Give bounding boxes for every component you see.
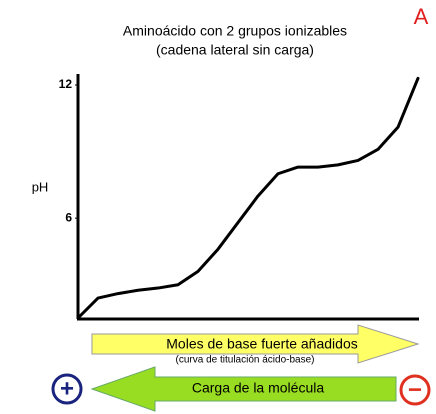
positive-icon (51, 373, 83, 405)
charge-arrow (90, 366, 397, 412)
y-axis-label: pH (32, 179, 49, 194)
y-tick-label: 6 (65, 210, 72, 224)
x-axis-sublabel: (curva de titulación ácido-base) (176, 355, 315, 366)
y-tick-label: 12 (59, 77, 73, 91)
x-arrow (91, 324, 420, 364)
charge-label: Carga de la molécula (192, 380, 325, 396)
positive-symbol: + (60, 375, 74, 402)
negative-symbol: − (408, 376, 422, 403)
panel-label: A (414, 4, 429, 29)
chart-title: Aminoácido con 2 grupos ionizables (123, 23, 347, 39)
chart-subtitle: (cadena lateral sin carga) (156, 42, 314, 58)
negative-icon (399, 374, 431, 406)
titration-curve (76, 76, 420, 320)
x-axis-label: Moles de base fuerte añadidos (166, 336, 357, 352)
